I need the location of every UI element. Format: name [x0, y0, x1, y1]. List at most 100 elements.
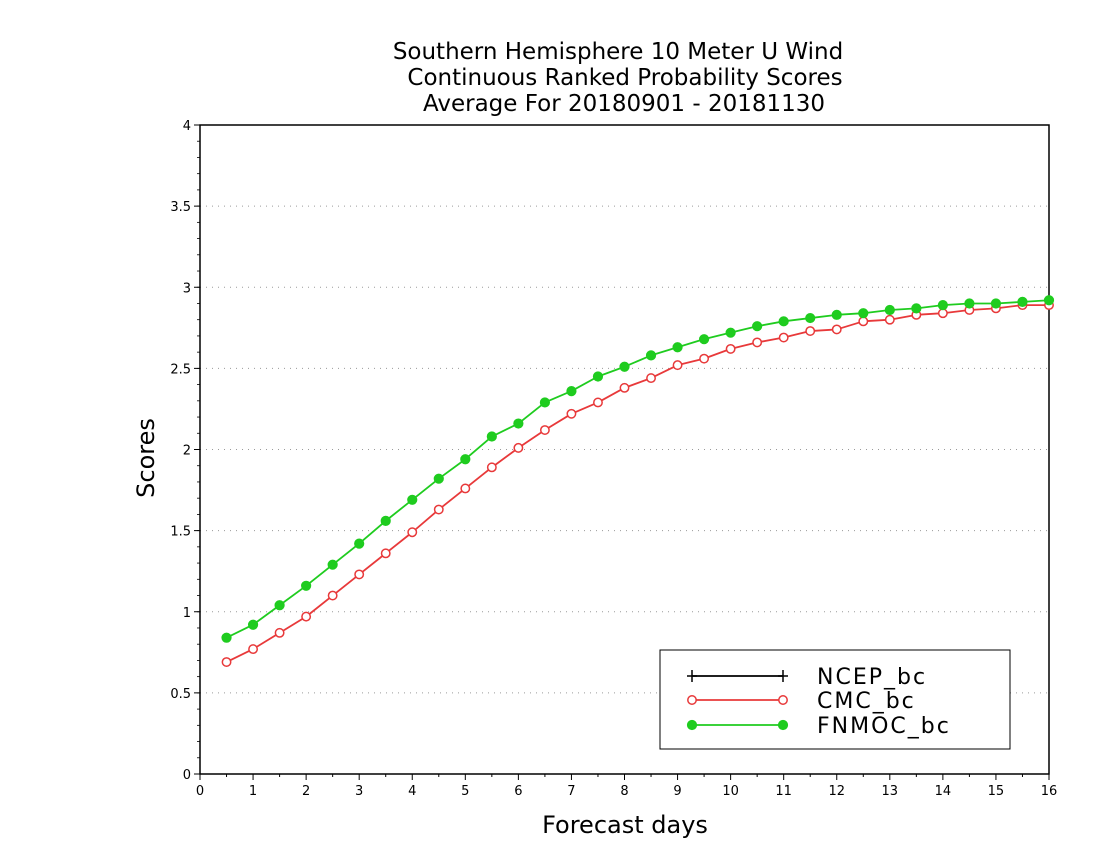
series-line-fnmoc-bc: [226, 299, 1050, 639]
data-point-fnmoc-bc: [937, 299, 948, 311]
y-tick-label-2.5: 2.5: [170, 362, 191, 377]
legend-label-ncep-bc: NCEP_bc: [817, 665, 927, 690]
y-tick-label-3: 3: [183, 281, 191, 296]
x-tick-label-14: 14: [935, 784, 952, 799]
data-point-fnmoc-bc: [274, 600, 285, 611]
data-point-cmc-bc: [672, 360, 683, 371]
y-axis: 0 0.5 1 1.5 2 2.5 3 3.5 4: [170, 119, 200, 783]
data-point-fnmoc-bc: [884, 304, 895, 316]
gridlines: [200, 205, 1049, 694]
y-axis-label: Scores: [132, 418, 160, 498]
series-layer: [221, 295, 1055, 667]
x-axis: 0 1 2 3 4 5 6 7 8 9 10 11 12 13 14 15 16: [196, 774, 1057, 799]
data-point-fnmoc-bc: [752, 321, 763, 332]
x-tick-label-8: 8: [620, 784, 628, 799]
data-point-fnmoc-bc: [911, 303, 922, 314]
data-point-fnmoc-bc: [433, 473, 444, 484]
data-point-cmc-bc: [539, 425, 550, 435]
data-point-cmc-bc: [619, 382, 630, 393]
data-point-fnmoc-bc: [592, 371, 604, 382]
legend-item-cmc-bc: CMC_bc: [687, 689, 916, 714]
x-tick-label-5: 5: [461, 784, 469, 799]
data-point-cmc-bc: [301, 611, 312, 622]
data-point-cmc-bc: [699, 353, 710, 364]
data-point-cmc-bc: [858, 316, 869, 327]
data-point-fnmoc-bc: [778, 316, 789, 327]
x-tick-label-9: 9: [673, 784, 681, 799]
data-point-fnmoc-bc: [407, 494, 418, 505]
data-point-cmc-bc: [433, 504, 444, 515]
chart-title: Southern Hemisphere 10 Meter U Wind Cont…: [393, 39, 843, 117]
data-point-cmc-bc: [513, 442, 524, 453]
data-point-fnmoc-bc: [301, 580, 312, 591]
data-point-fnmoc-bc: [1017, 296, 1028, 307]
title-line-3: Average For 20180901 - 20181130: [423, 91, 825, 117]
x-tick-label-6: 6: [514, 784, 522, 799]
data-point-cmc-bc: [646, 373, 656, 384]
y-tick-label-0: 0: [183, 768, 191, 783]
data-point-cmc-bc: [486, 462, 497, 473]
legend-label-cmc-bc: CMC_bc: [817, 689, 916, 714]
x-tick-label-13: 13: [882, 784, 899, 799]
legend-marker-start-fnmoc-bc: [686, 719, 698, 731]
legend-marker-start-ncep-bc: [687, 670, 697, 682]
data-point-fnmoc-bc: [725, 327, 736, 338]
data-point-cmc-bc: [566, 408, 577, 419]
data-point-cmc-bc: [752, 337, 763, 348]
data-point-cmc-bc: [884, 314, 895, 325]
data-point-cmc-bc: [778, 332, 789, 343]
x-tick-label-7: 7: [567, 784, 575, 799]
data-point-fnmoc-bc: [539, 397, 551, 408]
legend-marker-end-fnmoc-bc: [777, 719, 789, 731]
data-point-cmc-bc: [221, 657, 232, 667]
series-cmc-bc: [221, 300, 1054, 667]
x-tick-label-1: 1: [249, 784, 257, 799]
data-point-cmc-bc: [805, 326, 816, 337]
data-point-fnmoc-bc: [221, 632, 232, 643]
legend-marker-end-ncep-bc: [778, 670, 788, 682]
legend-item-ncep-bc: NCEP_bc: [687, 665, 927, 690]
x-tick-label-10: 10: [722, 784, 739, 799]
data-point-fnmoc-bc: [990, 298, 1002, 309]
legend-label-fnmoc-bc: FNMOC_bc: [817, 714, 951, 739]
title-line-2: Continuous Ranked Probability Scores: [407, 65, 842, 91]
x-tick-label-2: 2: [302, 784, 310, 799]
data-point-fnmoc-bc: [486, 431, 497, 442]
data-point-cmc-bc: [593, 397, 603, 408]
data-point-cmc-bc: [831, 324, 842, 335]
x-tick-label-15: 15: [988, 784, 1005, 799]
data-point-fnmoc-bc: [831, 309, 842, 320]
data-point-fnmoc-bc: [645, 350, 657, 361]
y-tick-label-0.5: 0.5: [170, 687, 191, 702]
y-tick-label-4: 4: [183, 119, 191, 134]
data-point-cmc-bc: [354, 569, 365, 580]
data-point-cmc-bc: [380, 548, 391, 559]
y-tick-label-2: 2: [183, 444, 191, 459]
data-point-fnmoc-bc: [247, 619, 259, 630]
data-point-fnmoc-bc: [327, 559, 338, 570]
x-tick-label-11: 11: [775, 784, 792, 799]
legend-marker-end-cmc-bc: [778, 695, 788, 705]
data-point-fnmoc-bc: [805, 312, 816, 324]
data-point-fnmoc-bc: [964, 298, 975, 309]
y-tick-label-3.5: 3.5: [170, 200, 191, 215]
data-point-fnmoc-bc: [672, 342, 683, 353]
data-point-fnmoc-bc: [354, 538, 365, 549]
x-tick-label-12: 12: [828, 784, 845, 799]
data-point-fnmoc-bc: [566, 385, 577, 397]
data-point-fnmoc-bc: [380, 515, 391, 526]
series-line-cmc-bc: [226, 304, 1049, 663]
data-point-cmc-bc: [274, 627, 285, 638]
data-point-cmc-bc: [460, 483, 471, 494]
y-tick-label-1: 1: [183, 606, 191, 621]
x-tick-label-16: 16: [1041, 784, 1058, 799]
x-tick-label-3: 3: [355, 784, 363, 799]
y-tick-label-1.5: 1.5: [170, 525, 191, 540]
data-point-cmc-bc: [937, 308, 948, 319]
title-line-1: Southern Hemisphere 10 Meter U Wind: [393, 39, 843, 65]
data-point-fnmoc-bc: [858, 308, 869, 319]
data-point-fnmoc-bc: [1043, 295, 1055, 306]
legend-marker-start-cmc-bc: [687, 695, 697, 705]
x-axis-label: Forecast days: [542, 811, 708, 839]
